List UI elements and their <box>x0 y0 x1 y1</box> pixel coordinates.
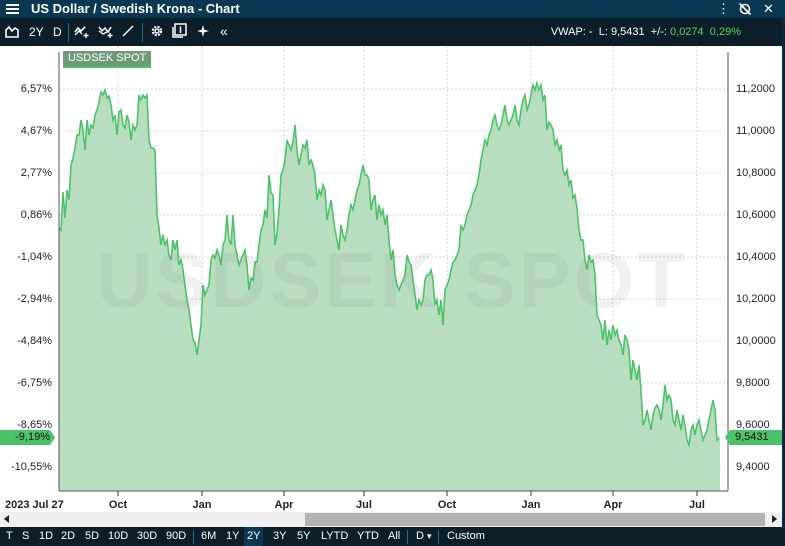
chart-watermark: USDSEK SPOT <box>96 236 688 324</box>
add-indicator-icon[interactable] <box>74 24 90 41</box>
x-axis-tick: Jul <box>356 499 372 511</box>
x-axis-tick: Oct <box>108 499 128 511</box>
left-axis-tick: 0,86% <box>20 209 52 221</box>
crosshair-icon[interactable] <box>196 24 210 41</box>
range-button-5y[interactable]: 5Y <box>297 530 311 542</box>
range-button-s[interactable]: S <box>22 530 30 542</box>
vwap-value: - <box>588 26 593 38</box>
period-selector[interactable]: 2Y <box>29 25 44 39</box>
chevron-down-icon: ▾ <box>427 531 432 541</box>
area-chart-icon[interactable] <box>5 24 19 41</box>
x-axis-tick: Apr <box>603 499 623 511</box>
left-axis-tick: -8,65% <box>17 419 52 431</box>
range-button-2y[interactable]: 2Y <box>244 527 264 546</box>
x-axis-tick: Jan <box>192 499 212 511</box>
right-axis-tick: 9,4000 <box>736 461 770 473</box>
change-label: +/-: <box>650 26 667 38</box>
price-tag-arrow <box>725 430 730 445</box>
price-line <box>58 80 720 449</box>
range-button-1d[interactable]: 1D <box>39 530 54 542</box>
scroll-right-arrow-icon[interactable] <box>772 515 777 523</box>
x-axis-tick: Apr <box>274 499 294 511</box>
right-axis-tick: 10,2000 <box>736 293 776 305</box>
right-axis-tick: 10,6000 <box>736 209 776 221</box>
right-axis-tick: 11,2000 <box>736 83 775 95</box>
range-button-5d[interactable]: 5D <box>85 530 100 542</box>
range-button-lytd[interactable]: LYTD <box>321 530 349 542</box>
left-axis-tick: -1,04% <box>17 251 52 263</box>
scroll-left-arrow-icon[interactable] <box>4 515 9 523</box>
x-axis-tick: Oct <box>437 499 457 511</box>
right-axis-tick: 10,4000 <box>736 251 776 263</box>
range-button-30d[interactable]: 30D <box>137 530 158 542</box>
left-axis-tick: -6,75% <box>17 377 52 389</box>
left-axis-tick: -4,84% <box>17 335 52 347</box>
interval-dropdown-value: D <box>416 530 424 542</box>
time-scrollbar[interactable] <box>0 512 782 527</box>
left-axis-tick: -10,55% <box>11 461 52 473</box>
x-axis-tick: Jul <box>689 499 705 511</box>
right-axis-tick: 11,0000 <box>736 125 775 137</box>
toolbar-divider <box>68 23 69 42</box>
range-button-3y[interactable]: 3Y <box>273 530 287 542</box>
window-title: US Dollar / Swedish Krona - Chart <box>31 1 240 16</box>
range-divider <box>193 530 194 544</box>
hamburger-icon[interactable] <box>6 2 19 15</box>
draw-line-icon[interactable] <box>121 24 135 41</box>
left-axis-tick: -2,94% <box>17 293 52 305</box>
right-axis-tick: 9,6000 <box>736 419 770 431</box>
range-bar: T S 1D 2D 5D 10D 30D 90D 6M 1Y 2Y 3Y 5Y … <box>0 527 785 546</box>
range-button-t[interactable]: T <box>6 530 13 542</box>
vwap-label: VWAP: <box>550 26 586 38</box>
current-percent-tag: -9,19% <box>0 430 50 445</box>
range-divider <box>407 530 408 544</box>
left-axis-tick: 4,67% <box>20 125 52 137</box>
x-axis-tick: 2023 Jul 27 <box>5 499 64 511</box>
more-icon[interactable]: ⋮ <box>717 1 730 16</box>
x-axis-tick: Jan <box>521 499 541 511</box>
range-divider <box>438 530 439 544</box>
interval-dropdown[interactable]: D ▾ <box>413 527 435 546</box>
range-button-all[interactable]: All <box>388 530 401 542</box>
range-button-10d[interactable]: 10D <box>108 530 129 542</box>
custom-range-button[interactable]: Custom <box>447 530 485 542</box>
collapse-icon[interactable]: « <box>220 23 228 39</box>
current-price-value: 9,5431 <box>735 431 769 443</box>
range-button-1y[interactable]: 1Y <box>226 530 240 542</box>
range-button-6m[interactable]: 6M <box>201 530 217 542</box>
current-price-tag: 9,5431 <box>730 430 782 445</box>
add-compare-icon[interactable] <box>98 24 114 41</box>
range-button-ytd[interactable]: YTD <box>357 530 379 542</box>
settings-icon[interactable] <box>150 24 164 41</box>
price-stats: VWAP: - L: 9,5431 +/-: 0,0274 0,29% <box>551 26 741 38</box>
left-axis-tick: 2,77% <box>20 167 52 179</box>
window-border <box>782 46 785 526</box>
series-legend[interactable]: USDSEK SPOT <box>63 51 152 68</box>
range-button-2d[interactable]: 2D <box>61 530 76 542</box>
unlink-icon[interactable] <box>738 1 752 20</box>
title-bar: US Dollar / Swedish Krona - Chart ⋮ ✕ <box>0 0 785 18</box>
x-ticks <box>117 491 698 496</box>
close-icon[interactable]: ✕ <box>763 1 774 16</box>
interval-selector[interactable]: D <box>53 25 62 39</box>
chart-toolbar: 2Y D « VWAP: - L: 9,5431 +/-: 0,0274 0,2… <box>0 18 782 46</box>
price-area <box>59 83 720 491</box>
last-label: L: <box>598 26 608 38</box>
scrollbar-thumb[interactable] <box>305 513 765 526</box>
toolbar-divider <box>142 23 143 42</box>
change-percent: 0,29% <box>709 26 741 38</box>
right-axis-tick: 10,8000 <box>736 167 776 179</box>
right-axis-tick: 10,0000 <box>736 335 776 347</box>
change-value: 0,0274 <box>670 26 704 38</box>
pct-tag-arrow <box>50 430 55 445</box>
single-panel-icon[interactable] <box>172 23 187 41</box>
last-value: 9,5431 <box>610 26 645 38</box>
range-button-90d[interactable]: 90D <box>166 530 187 542</box>
left-axis-tick: 6,57% <box>20 83 52 95</box>
right-axis-tick: 9,8000 <box>736 377 770 389</box>
